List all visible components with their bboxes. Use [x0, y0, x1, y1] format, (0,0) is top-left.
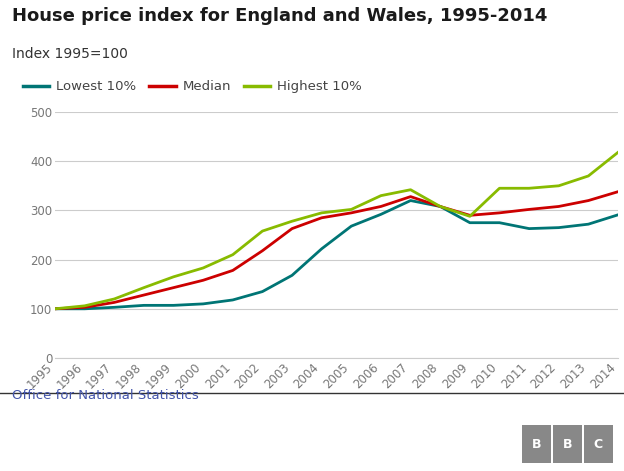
- Text: Index 1995=100: Index 1995=100: [12, 47, 129, 61]
- Text: C: C: [594, 438, 603, 451]
- Bar: [522, 425, 551, 463]
- Legend: Lowest 10%, Median, Highest 10%: Lowest 10%, Median, Highest 10%: [18, 75, 367, 98]
- Bar: [553, 425, 582, 463]
- Text: B: B: [563, 438, 572, 451]
- Text: B: B: [532, 438, 542, 451]
- Text: House price index for England and Wales, 1995-2014: House price index for England and Wales,…: [12, 7, 548, 25]
- Bar: [584, 425, 613, 463]
- Text: Office for National Statistics: Office for National Statistics: [12, 389, 199, 402]
